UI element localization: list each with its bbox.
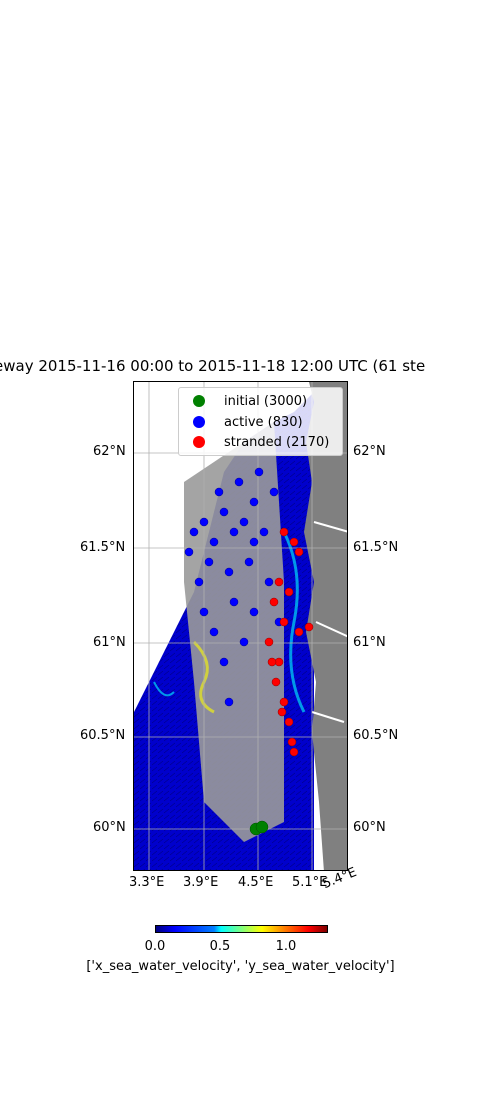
coastal-current-streak	[282, 531, 306, 713]
lat-tick-right-60-5: 60.5°N	[353, 728, 399, 743]
fjord-channel	[313, 521, 347, 533]
lon-tick-3-9: 3.9°E	[183, 875, 219, 890]
map-canvas	[134, 382, 347, 870]
lat-tick-right-60: 60°N	[353, 820, 386, 835]
lat-tick-61-5: 61.5°N	[80, 540, 126, 555]
active-marker-icon	[193, 416, 205, 428]
stranded-particles	[264, 527, 314, 757]
colorbar-label: ['x_sea_water_velocity', 'y_sea_water_ve…	[86, 959, 395, 974]
lat-tick-60-5: 60.5°N	[80, 728, 126, 743]
map-legend: initial (3000) active (830) stranded (21…	[178, 387, 343, 456]
velocity-colorbar	[155, 925, 328, 933]
lon-tick-5-1: 5.1°E	[292, 875, 328, 890]
lat-tick-60: 60°N	[93, 820, 126, 835]
active-particles	[184, 467, 284, 707]
lat-tick-61: 61°N	[93, 635, 126, 650]
coastal-current-streak	[153, 681, 175, 697]
lon-tick-4-5: 4.5°E	[238, 875, 274, 890]
legend-label-active: active (830)	[224, 414, 303, 430]
fjord-channel	[315, 621, 347, 638]
legend-item-initial: initial (3000)	[193, 391, 307, 411]
lat-tick-62: 62°N	[93, 444, 126, 459]
initial-marker-icon	[193, 395, 205, 407]
initial-particles	[249, 820, 269, 836]
fjord-channel	[311, 711, 345, 723]
map-plot-area[interactable]	[133, 381, 348, 871]
legend-label-stranded: stranded (2170)	[224, 434, 330, 450]
legend-item-stranded: stranded (2170)	[193, 432, 329, 452]
colorbar-tick-0-5: 0.5	[209, 939, 231, 954]
legend-item-active: active (830)	[193, 412, 303, 432]
lat-tick-right-61-5: 61.5°N	[353, 540, 399, 555]
stranded-marker-icon	[193, 436, 205, 448]
legend-label-initial: initial (3000)	[224, 393, 308, 409]
lat-tick-right-61: 61°N	[353, 635, 386, 650]
colorbar-tick-1: 1.0	[275, 939, 297, 954]
lat-tick-right-62: 62°N	[353, 444, 386, 459]
plot-title: eway 2015-11-16 00:00 to 2015-11-18 12:0…	[0, 357, 426, 375]
lon-tick-3-3: 3.3°E	[129, 875, 165, 890]
colorbar-tick-0: 0.0	[144, 939, 166, 954]
